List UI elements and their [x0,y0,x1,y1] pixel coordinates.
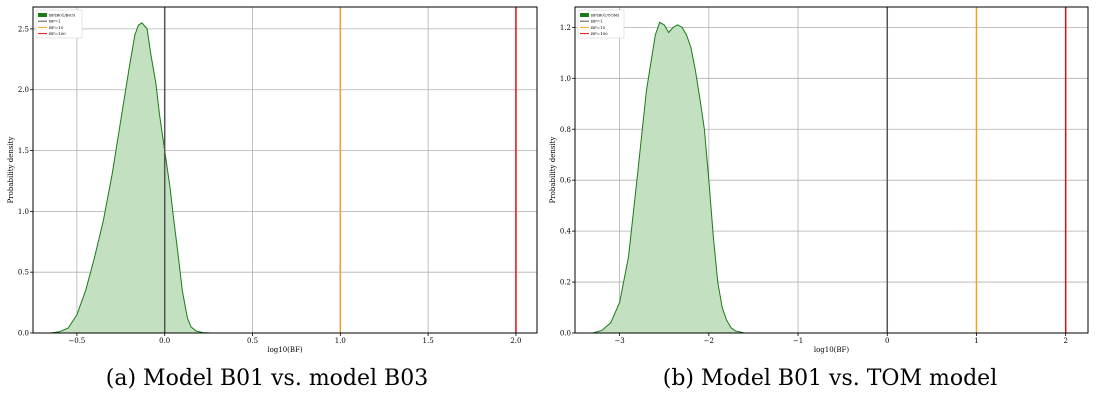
y-tick-label: 0.0 [18,330,29,338]
density-line [50,22,211,334]
legend-label: BF=1 [49,19,61,24]
x-tick-label: 1.5 [423,337,434,345]
density-area [50,22,211,334]
x-tick-label: 0 [885,337,889,345]
chart-panel-1: −0.5 0.0 0.5 1.0 1.5 2.0 0.0 0.5 1.0 1.5 2.0 2.5 log… [7,6,538,391]
axes-frame [574,6,1089,334]
legend-label: BF=10 [591,25,606,30]
y-tick-label: 1.2 [560,24,571,32]
y-tick-label: 0.0 [560,330,571,338]
legend-label: BF=1 [591,19,603,24]
chart-panel-2: −3 −2 −1 0 1 2 0.0 0.2 0.4 0.6 0.8 1.0 1.2 log10(BF) P… [549,6,1089,391]
y-tick-label: 0.4 [560,228,572,236]
figure-caption: (b) Model B01 vs. TOM model [663,366,997,391]
x-tick-label: −1 [793,337,803,345]
y-tick-label: 0.8 [560,126,571,134]
x-tick-label: 1 [974,337,978,345]
x-tick-label: 1.0 [335,337,346,345]
legend-label: BF=100 [49,31,66,36]
y-tick-label: 2.5 [18,25,29,33]
legend-label: BF(B01/TOM) [591,13,620,18]
x-tick-label: 0.0 [159,337,170,345]
y-tick-label: 1.0 [18,208,29,216]
legend-swatch-density [580,13,589,17]
x-tick-label: −3 [614,337,624,345]
legend-label: BF(B01/B03) [49,13,76,18]
x-tick-label: 2 [1063,337,1067,345]
x-tick-label: 2.0 [510,337,521,345]
y-tick-label: 1.0 [560,75,571,83]
density-area [592,22,745,334]
x-tick-label: 0.5 [247,337,258,345]
x-tick-label: −2 [704,337,714,345]
y-tick-label: 0.6 [560,177,572,185]
y-tick-label: 1.5 [18,147,29,155]
y-tick-label: 0.5 [18,269,29,277]
y-tick-label: 2.0 [18,86,29,94]
axes-frame [32,6,538,334]
y-axis-label: Probability density [7,137,15,204]
x-axis-label: log10(BF) [814,346,850,354]
legend-label: BF=10 [49,25,64,30]
legend-swatch-density [38,13,47,17]
legend-label: BF=100 [591,31,608,36]
density-line [592,21,745,334]
y-tick-label: 0.2 [560,279,571,287]
x-axis-label: log10(BF) [267,346,303,354]
figure-caption: (a) Model B01 vs. model B03 [106,366,428,391]
x-tick-label: −0.5 [68,337,85,345]
y-axis-label: Probability density [549,137,557,204]
